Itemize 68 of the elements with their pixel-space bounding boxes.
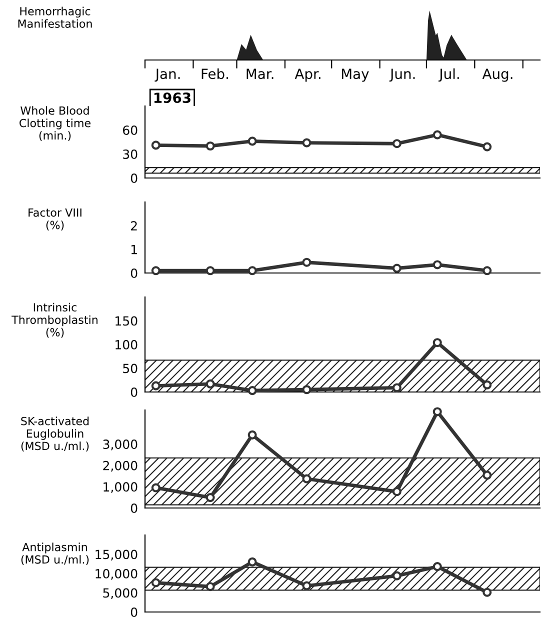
x-tick-label: Mar. [246, 68, 274, 80]
point [151, 578, 160, 588]
point [432, 338, 442, 348]
point [302, 581, 312, 590]
y-tick-label: 60 [123, 125, 138, 135]
x-tick-label: Jan. [154, 68, 180, 82]
y-tick-label: 150 [116, 316, 138, 326]
point [248, 557, 257, 566]
y-tick-label: 0 [130, 173, 138, 183]
y-axis-title: Factor VIII (%) [28, 208, 82, 230]
x-tick-label: Jul. [438, 68, 459, 82]
y-axis-title: SK-activated Euglobulin (MSD u./ml.) [21, 416, 89, 452]
y-tick-label: 5,000 [103, 588, 138, 599]
text: 1963 [154, 92, 190, 104]
point [206, 379, 215, 388]
point [151, 483, 160, 492]
point [302, 258, 312, 267]
point [302, 474, 312, 484]
y-tick-label: 30 [123, 149, 138, 159]
y-tick-label: 1 [131, 244, 137, 254]
y-tick-label: 10,000 [96, 568, 138, 580]
y-axis-title: Whole Blood Clotting time (min.) [20, 106, 90, 141]
point [206, 266, 215, 276]
point [151, 381, 160, 390]
y-tick-label: 3,000 [103, 440, 138, 450]
y-axis-title: Hemorrhagic Manifestation [18, 6, 92, 28]
point [482, 266, 492, 276]
point [432, 130, 442, 140]
y-tick-label: 2,000 [103, 460, 138, 472]
y-tick-label: 0 [130, 387, 138, 397]
point [392, 264, 402, 273]
y-tick-label: 0 [130, 503, 138, 513]
x-tick-label: Aug. [482, 68, 512, 82]
point [248, 136, 257, 146]
point [432, 407, 442, 416]
point [151, 266, 160, 276]
point [392, 571, 402, 580]
x-tick-label: Feb. [202, 68, 228, 80]
point [248, 386, 257, 396]
point [206, 141, 215, 151]
y-tick-label: 0 [130, 607, 138, 617]
point [248, 266, 257, 276]
point [206, 493, 215, 502]
y-axis-title: Antiplasmin (MSD u./ml.) [21, 542, 89, 565]
y-tick-label: 15,000 [96, 550, 138, 560]
point [482, 380, 492, 390]
y-tick-label: 100 [116, 340, 138, 350]
y-tick-label: 0 [130, 268, 138, 278]
x-tick-label: Jun. [389, 68, 415, 82]
y-tick-label: 50 [123, 364, 138, 374]
point [392, 383, 402, 392]
y-axis-title: Intrinsic Thromboplastin (%) [12, 302, 98, 338]
point [392, 487, 402, 496]
point [482, 142, 492, 152]
point [302, 385, 312, 394]
point [482, 470, 492, 480]
point [432, 260, 442, 270]
x-tick-label: May [342, 68, 369, 82]
y-tick-label: 1,000 [104, 482, 138, 493]
x-tick-label: Apr. [294, 68, 320, 82]
point [432, 562, 442, 572]
point [302, 138, 312, 148]
point [482, 588, 492, 597]
y-tick-label: 2 [131, 221, 137, 230]
point [248, 430, 257, 440]
point [151, 140, 160, 150]
point [392, 139, 402, 148]
point [206, 582, 215, 592]
